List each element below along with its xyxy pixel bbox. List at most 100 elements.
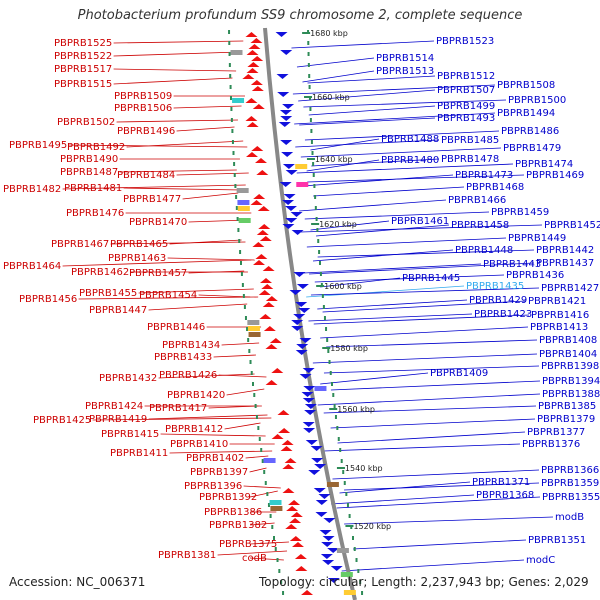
gene-label[interactable]: PBPRB1366 bbox=[541, 465, 599, 476]
gene-label[interactable]: PBPRB1470 bbox=[129, 217, 187, 228]
gene-label[interactable]: PBPRB1493 bbox=[437, 113, 495, 124]
gene-label[interactable]: PBPRB1409 bbox=[430, 368, 488, 379]
gene-label[interactable]: PBPRB1499 bbox=[437, 101, 495, 112]
gene-label[interactable]: PBPRB1467 bbox=[51, 239, 109, 250]
gene-label[interactable]: PBPRB1368 bbox=[476, 490, 534, 501]
gene-label[interactable]: PBPRB1415 bbox=[101, 429, 159, 440]
gene-label[interactable]: PBPRB1523 bbox=[436, 36, 494, 47]
gene-label[interactable]: PBPRB1413 bbox=[530, 322, 588, 333]
gene-label[interactable]: PBPRB1481 bbox=[64, 183, 122, 194]
gene-label[interactable]: PBPRB1476 bbox=[66, 208, 124, 219]
gene-label[interactable]: PBPRB1386 bbox=[204, 507, 262, 518]
gene-label[interactable]: PBPRB1445 bbox=[402, 273, 460, 284]
gene-label[interactable]: PBPRB1461 bbox=[391, 216, 449, 227]
gene-label[interactable]: PBPRB1488 bbox=[381, 134, 439, 145]
gene-label[interactable]: PBPRB1495 bbox=[9, 140, 67, 151]
gene-label[interactable]: PBPRB1468 bbox=[466, 182, 524, 193]
gene-label[interactable]: PBPRB1449 bbox=[508, 233, 566, 244]
gene-label[interactable]: PBPRB1442 bbox=[536, 245, 594, 256]
gene-label[interactable]: PBPRB1435 bbox=[466, 281, 524, 292]
gene-label[interactable]: PBPRB1388 bbox=[542, 389, 600, 400]
gene-label[interactable]: PBPRB1480 bbox=[381, 155, 439, 166]
gene-label[interactable]: PBPRB1397 bbox=[190, 467, 248, 478]
gene-label[interactable]: PBPRB1376 bbox=[522, 439, 580, 450]
gene-label[interactable]: PBPRB1482 bbox=[3, 184, 61, 195]
gene-label[interactable]: PBPRB1417 bbox=[149, 403, 207, 414]
gene-label[interactable]: PBPRB1398 bbox=[541, 361, 599, 372]
gene-label[interactable]: PBPRB1515 bbox=[54, 79, 112, 90]
gene-label[interactable]: PBPRB1452 bbox=[544, 220, 600, 231]
gene-label[interactable]: PBPRB1459 bbox=[491, 207, 549, 218]
gene-label[interactable]: PBPRB1382 bbox=[209, 520, 267, 531]
gene-label[interactable]: PBPRB1463 bbox=[108, 253, 166, 264]
gene-label[interactable]: PBPRB1473 bbox=[455, 170, 513, 181]
gene-label[interactable]: PBPRB1454 bbox=[139, 290, 197, 301]
gene-label[interactable]: PBPRB1462 bbox=[71, 267, 129, 278]
gene-label[interactable]: PBPRB1456 bbox=[19, 294, 77, 305]
gene-label[interactable]: PBPRB1446 bbox=[147, 322, 205, 333]
gene-label[interactable]: PBPRB1392 bbox=[199, 492, 257, 503]
gene-label[interactable]: PBPRB1425 bbox=[33, 415, 91, 426]
gene-label[interactable]: PBPRB1377 bbox=[527, 427, 585, 438]
gene-label[interactable]: PBPRB1509 bbox=[114, 91, 172, 102]
gene-label[interactable]: PBPRB1525 bbox=[54, 38, 112, 49]
gene-label[interactable]: PBPRB1507 bbox=[437, 85, 495, 96]
gene-label[interactable]: PBPRB1514 bbox=[376, 53, 434, 64]
gene-label[interactable]: PBPRB1402 bbox=[186, 453, 244, 464]
gene-label[interactable]: PBPRB1465 bbox=[110, 239, 168, 250]
gene-label[interactable]: PBPRB1484 bbox=[117, 170, 175, 181]
gene-label[interactable]: PBPRB1421 bbox=[528, 296, 586, 307]
gene-label[interactable]: PBPRB1355 bbox=[542, 492, 600, 503]
gene-label[interactable]: PBPRB1371 bbox=[472, 477, 530, 488]
gene-label[interactable]: PBPRB1429 bbox=[469, 295, 527, 306]
gene-label[interactable]: PBPRB1419 bbox=[89, 414, 147, 425]
gene-label[interactable]: PBPRB1434 bbox=[162, 340, 220, 351]
gene-label[interactable]: PBPRB1506 bbox=[114, 103, 172, 114]
gene-label[interactable]: PBPRB1416 bbox=[531, 310, 589, 321]
gene-label[interactable]: PBPRB1448 bbox=[455, 245, 513, 256]
gene-label[interactable]: PBPRB1396 bbox=[184, 481, 242, 492]
gene-label[interactable]: PBPRB1404 bbox=[539, 349, 597, 360]
gene-label[interactable]: PBPRB1408 bbox=[539, 335, 597, 346]
gene-label[interactable]: PBPRB1379 bbox=[537, 414, 595, 425]
gene-label[interactable]: PBPRB1455 bbox=[79, 288, 137, 299]
gene-label[interactable]: PBPRB1443 bbox=[483, 259, 541, 270]
gene-label[interactable]: PBPRB1447 bbox=[89, 305, 147, 316]
gene-label[interactable]: PBPRB1487 bbox=[60, 167, 118, 178]
gene-label[interactable]: PBPRB1423 bbox=[474, 309, 532, 320]
gene-label[interactable]: PBPRB1436 bbox=[506, 270, 564, 281]
gene-label[interactable]: PBPRB1469 bbox=[526, 170, 584, 181]
gene-label[interactable]: PBPRB1410 bbox=[170, 439, 228, 450]
gene-label[interactable]: PBPRB1381 bbox=[158, 550, 216, 561]
gene-label[interactable]: PBPRB1517 bbox=[54, 64, 112, 75]
gene-label[interactable]: PBPRB1424 bbox=[85, 401, 143, 412]
gene-label[interactable]: PBPRB1375 bbox=[219, 539, 277, 550]
gene-label[interactable]: PBPRB1432 bbox=[99, 373, 157, 384]
gene-label[interactable]: PBPRB1477 bbox=[123, 194, 181, 205]
gene-label[interactable]: PBPRB1494 bbox=[497, 108, 555, 119]
gene-label[interactable]: PBPRB1522 bbox=[54, 51, 112, 62]
gene-label[interactable]: PBPRB1394 bbox=[542, 376, 600, 387]
gene-label[interactable]: PBPRB1359 bbox=[541, 478, 599, 489]
gene-label[interactable]: PBPRB1512 bbox=[437, 71, 495, 82]
gene-label[interactable]: PBPRB1466 bbox=[448, 195, 506, 206]
gene-label[interactable]: PBPRB1351 bbox=[528, 535, 586, 546]
gene-label[interactable]: PBPRB1427 bbox=[541, 283, 599, 294]
gene-label[interactable]: PBPRB1513 bbox=[376, 66, 434, 77]
gene-label[interactable]: PBPRB1437 bbox=[536, 258, 594, 269]
gene-label[interactable]: PBPRB1420 bbox=[167, 390, 225, 401]
gene-label[interactable]: PBPRB1496 bbox=[117, 126, 175, 137]
gene-label[interactable]: PBPRB1458 bbox=[451, 220, 509, 231]
gene-label[interactable]: PBPRB1457 bbox=[129, 268, 187, 279]
gene-label[interactable]: PBPRB1485 bbox=[441, 135, 499, 146]
gene-label[interactable]: codB bbox=[242, 553, 267, 564]
gene-label[interactable]: PBPRB1490 bbox=[60, 154, 118, 165]
gene-label[interactable]: PBPRB1508 bbox=[497, 80, 555, 91]
gene-label[interactable]: PBPRB1474 bbox=[515, 159, 573, 170]
gene-label[interactable]: PBPRB1479 bbox=[503, 143, 561, 154]
gene-label[interactable]: PBPRB1486 bbox=[501, 126, 559, 137]
gene-label[interactable]: PBPRB1478 bbox=[441, 154, 499, 165]
gene-label[interactable]: PBPRB1502 bbox=[57, 117, 115, 128]
gene-label[interactable]: PBPRB1433 bbox=[154, 352, 212, 363]
gene-label[interactable]: PBPRB1492 bbox=[67, 142, 125, 153]
